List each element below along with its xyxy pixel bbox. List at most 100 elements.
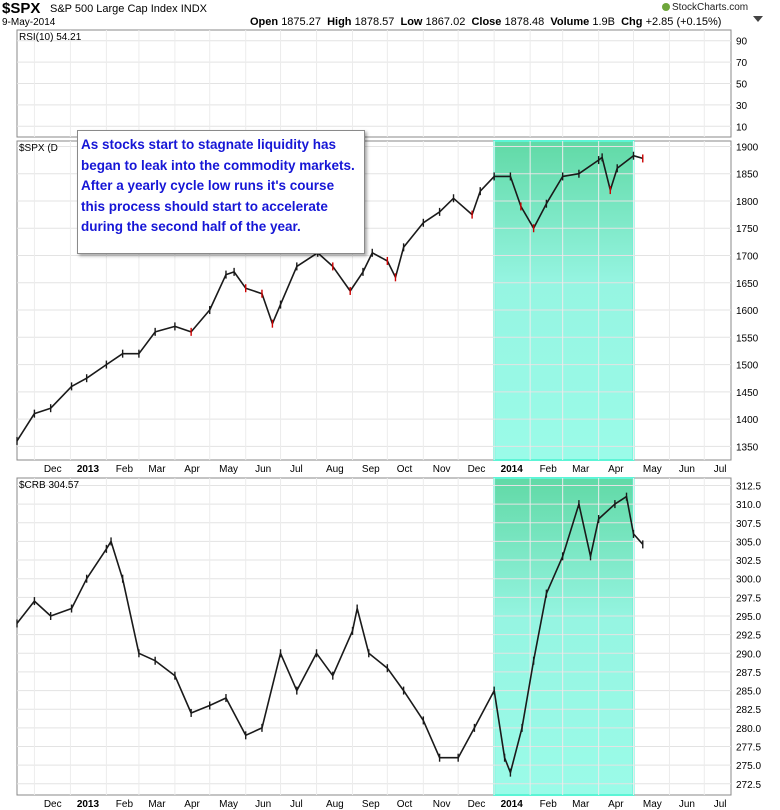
index-full-name: S&P 500 Large Cap Index <box>50 3 178 15</box>
y-tick-label: 302.5 <box>736 556 761 567</box>
x-tick-label: Jul <box>714 799 727 810</box>
y-tick-label: 310.0 <box>736 500 761 511</box>
x-tick-label: Mar <box>572 464 590 475</box>
x-tick-label: Jun <box>679 799 695 810</box>
y-tick-label: 305.0 <box>736 537 761 548</box>
x-tick-label: Sep <box>362 799 380 810</box>
panel-crb: 312.5 310.0 307.5 305.0 302.5 300.0 297.5 295.0… <box>16 477 761 810</box>
x-tick-label: 2014 <box>501 464 524 475</box>
volume-label: Volume <box>550 16 590 28</box>
chg-value: +2.85 (+0.15%) <box>645 16 722 28</box>
high-value: 1878.57 <box>354 16 395 28</box>
x-tick-label: Jun <box>679 464 695 475</box>
y-tick-label: 287.5 <box>736 668 761 679</box>
x-tick-label: Oct <box>397 464 413 475</box>
x-tick-label: 2014 <box>501 799 524 810</box>
y-tick-label: 1700 <box>736 252 759 263</box>
panel-label: $CRB 304.57 <box>19 480 79 491</box>
x-tick-label: Nov <box>433 464 451 475</box>
y-tick-label: 1500 <box>736 361 759 372</box>
highlight-band <box>493 477 635 796</box>
y-tick-label: 1800 <box>736 197 759 208</box>
x-tick-label: Mar <box>572 799 590 810</box>
symbol: $SPX <box>2 0 41 17</box>
logo-icon <box>662 3 670 11</box>
y-tick-label: 275.0 <box>736 761 761 772</box>
y-tick-label: 295.0 <box>736 612 761 623</box>
y-tick-label: 1600 <box>736 306 759 317</box>
x-tick-label: Dec <box>44 464 62 475</box>
y-tick-label: 290.0 <box>736 649 761 660</box>
x-tick-label: Aug <box>326 464 344 475</box>
x-tick-label: Apr <box>184 799 200 810</box>
open-value: 1875.27 <box>281 16 321 28</box>
y-tick-label: 90 <box>736 37 748 48</box>
close-value: 1878.48 <box>504 16 545 28</box>
x-tick-label: Jun <box>255 464 271 475</box>
x-tick-label: Aug <box>326 799 344 810</box>
y-tick-label: 285.0 <box>736 687 761 698</box>
x-tick-label: Dec <box>468 464 486 475</box>
x-tick-label: Jun <box>255 799 271 810</box>
chg-label: Chg <box>621 16 643 28</box>
x-tick-label: 2013 <box>77 464 100 475</box>
y-tick-label: 1350 <box>736 442 759 453</box>
panel-label: RSI(10) 54.21 <box>19 32 82 43</box>
x-tick-label: Feb <box>116 464 134 475</box>
x-tick-label: Sep <box>362 464 380 475</box>
x-tick-label: Dec <box>468 799 486 810</box>
y-tick-label: 312.5 <box>736 481 761 492</box>
y-tick-label: 292.5 <box>736 631 761 642</box>
y-tick-label: 1850 <box>736 170 759 181</box>
panel-spx: 1900 1850 1800 1750 1700 1650 1600 1550 1500 1450… <box>16 140 759 475</box>
annotation-box: As stocks start to stagnate liquidity ha… <box>77 130 365 254</box>
y-tick-label: 1450 <box>736 388 759 399</box>
x-tick-label: May <box>643 464 662 475</box>
y-tick-label: 70 <box>736 58 748 69</box>
y-tick-label: 272.5 <box>736 780 761 791</box>
index-name: S&P 500 Large Cap Index INDX <box>50 3 207 15</box>
x-tick-label: Apr <box>608 799 624 810</box>
y-tick-label: 282.5 <box>736 705 761 716</box>
y-tick-label: 1650 <box>736 279 759 290</box>
ohlc-stats: Open 1875.27 High 1878.57 Low 1867.02 Cl… <box>250 16 721 28</box>
close-label: Close <box>471 16 502 28</box>
y-tick-label: 30 <box>736 101 748 112</box>
y-tick-label: 297.5 <box>736 593 761 604</box>
y-tick-label: 10 <box>736 122 748 133</box>
x-tick-label: 2013 <box>77 799 100 810</box>
x-tick-label: Jul <box>290 464 303 475</box>
x-tick-label: May <box>643 799 662 810</box>
y-tick-label: 277.5 <box>736 743 761 754</box>
high-label: High <box>327 16 352 28</box>
y-tick-label: 1750 <box>736 224 759 235</box>
x-tick-label: Dec <box>44 799 62 810</box>
x-tick-label: Jul <box>290 799 303 810</box>
y-tick-label: 300.0 <box>736 575 761 586</box>
y-tick-label: 50 <box>736 80 748 91</box>
exchange: INDX <box>180 3 207 15</box>
stockcharts-logo[interactable]: StockCharts.com <box>662 2 748 13</box>
x-tick-label: May <box>219 464 238 475</box>
chart-date: 9-May-2014 <box>2 17 56 28</box>
y-tick-label: 1900 <box>736 142 759 153</box>
y-tick-label: 1550 <box>736 333 759 344</box>
panel-label: $SPX (D <box>19 143 58 154</box>
x-tick-label: Apr <box>608 464 624 475</box>
panel-rsi: 90 70 50 30 10 RSI(10) 54.21 <box>16 29 748 138</box>
volume-value: 1.9B <box>592 16 615 28</box>
dropdown-arrow-icon[interactable] <box>753 16 763 22</box>
y-tick-label: 307.5 <box>736 519 761 530</box>
x-tick-label: Mar <box>148 799 166 810</box>
y-tick-label: 1400 <box>736 415 759 426</box>
x-tick-label: Oct <box>397 799 413 810</box>
x-tick-label: Feb <box>116 799 134 810</box>
y-tick-label: 280.0 <box>736 724 761 735</box>
x-tick-label: Apr <box>184 464 200 475</box>
brand-text: StockCharts.com <box>672 2 749 13</box>
low-label: Low <box>400 16 423 28</box>
low-value: 1867.02 <box>425 16 466 28</box>
x-tick-label: Nov <box>433 799 451 810</box>
